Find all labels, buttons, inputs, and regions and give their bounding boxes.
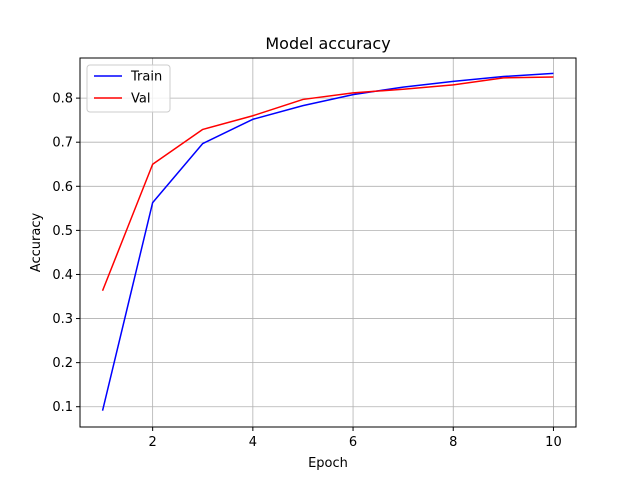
legend-label-train: Train — [130, 70, 162, 85]
y-tick-label: 0.4 — [52, 268, 73, 283]
y-tick-label: 0.1 — [52, 400, 73, 415]
x-tick-label: 6 — [349, 435, 357, 450]
y-tick-label: 0.2 — [52, 356, 73, 371]
series-lines — [101, 72, 554, 411]
grid-lines — [80, 58, 576, 427]
y-axis-label: Accuracy — [29, 213, 44, 273]
legend: Train Val — [86, 64, 171, 113]
plot-frame — [79, 57, 577, 428]
x-axis-label: Epoch — [308, 456, 348, 471]
series-line-train — [101, 72, 554, 411]
x-tick-label: 10 — [545, 435, 562, 450]
axis-ticks: 2 4 6 8 10 0.1 0.2 0.3 0.4 0.5 0.6 0.7 0.8 — [52, 92, 561, 450]
x-tick-label: 4 — [249, 435, 257, 450]
x-tick-label: 8 — [449, 435, 457, 450]
y-tick-label: 0.8 — [52, 92, 73, 107]
y-tick-label: 0.5 — [52, 224, 73, 239]
y-tick-label: 0.6 — [52, 180, 73, 195]
y-tick-label: 0.7 — [52, 136, 73, 151]
legend-label-val: Val — [131, 92, 150, 107]
chart-title: Model accuracy — [265, 34, 390, 53]
series-line-val — [101, 76, 554, 292]
y-tick-label: 0.3 — [52, 312, 73, 327]
plot-area — [80, 58, 576, 427]
x-tick-label: 2 — [149, 435, 157, 450]
